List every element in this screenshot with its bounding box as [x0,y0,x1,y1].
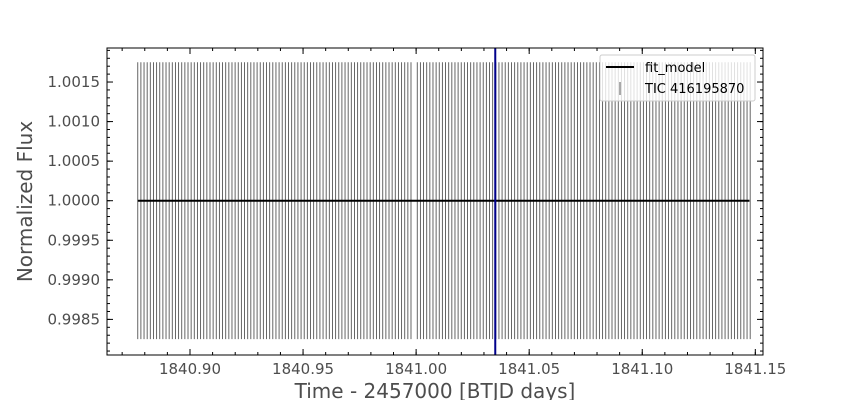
y-tick-label: 1.0015 [48,73,101,91]
x-tick-label: 1840.95 [272,360,334,378]
x-tick-label: 1841.10 [611,360,673,378]
y-tick-label: 1.0000 [48,192,101,210]
y-axis-label: Normalized Flux [13,121,37,283]
y-tick-label: 1.0005 [48,152,101,170]
legend-label-tic: TIC 416195870 [644,82,744,97]
x-tick-label: 1841.15 [724,360,786,378]
x-axis-label: Time - 2457000 [BTJD days] [294,379,576,400]
y-tick-label: 1.0010 [48,113,101,131]
x-tick-label: 1841.00 [385,360,447,378]
y-tick-label: 0.9990 [48,271,101,289]
x-tick-label: 1840.90 [159,360,221,378]
y-tick-label: 0.9995 [48,231,101,249]
legend: fit_model TIC 416195870 [599,54,756,102]
y-tick-label: 0.9985 [48,310,101,328]
plot-frame [106,47,764,356]
x-tick-label: 1841.05 [498,360,560,378]
legend-box [599,54,756,102]
legend-label-fit-model: fit_model [645,61,705,76]
